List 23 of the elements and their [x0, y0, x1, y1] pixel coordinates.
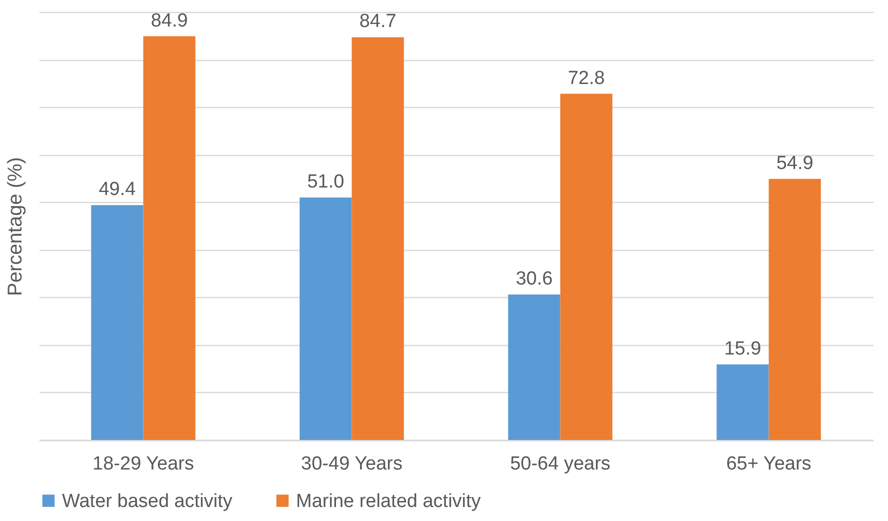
data-label: 15.9 — [724, 338, 762, 360]
bar — [352, 37, 404, 440]
bar — [143, 36, 196, 440]
legend-label: Marine related activity — [296, 490, 482, 512]
x-tick-label: 30-49 Years — [301, 454, 402, 474]
data-label: 72.8 — [568, 68, 605, 89]
bar — [508, 294, 560, 440]
data-label: 84.7 — [359, 11, 396, 32]
bar — [768, 178, 821, 440]
x-tick-label: 50-64 years — [510, 454, 610, 474]
bar — [91, 205, 144, 440]
data-label: 84.9 — [150, 10, 188, 32]
data-label: 49.4 — [98, 179, 136, 200]
x-tick-label: 65+ Years — [726, 454, 812, 474]
bar — [716, 364, 769, 440]
data-label: 51.0 — [307, 171, 344, 192]
bar — [300, 197, 352, 440]
y-axis-title: Percentage (%) — [4, 157, 26, 296]
x-tick-label: 18-29 Years — [92, 454, 194, 474]
legend-label: Water based activity — [62, 490, 233, 512]
data-label: 54.9 — [776, 152, 814, 174]
data-label: 30.6 — [516, 268, 553, 290]
bar — [560, 94, 612, 440]
